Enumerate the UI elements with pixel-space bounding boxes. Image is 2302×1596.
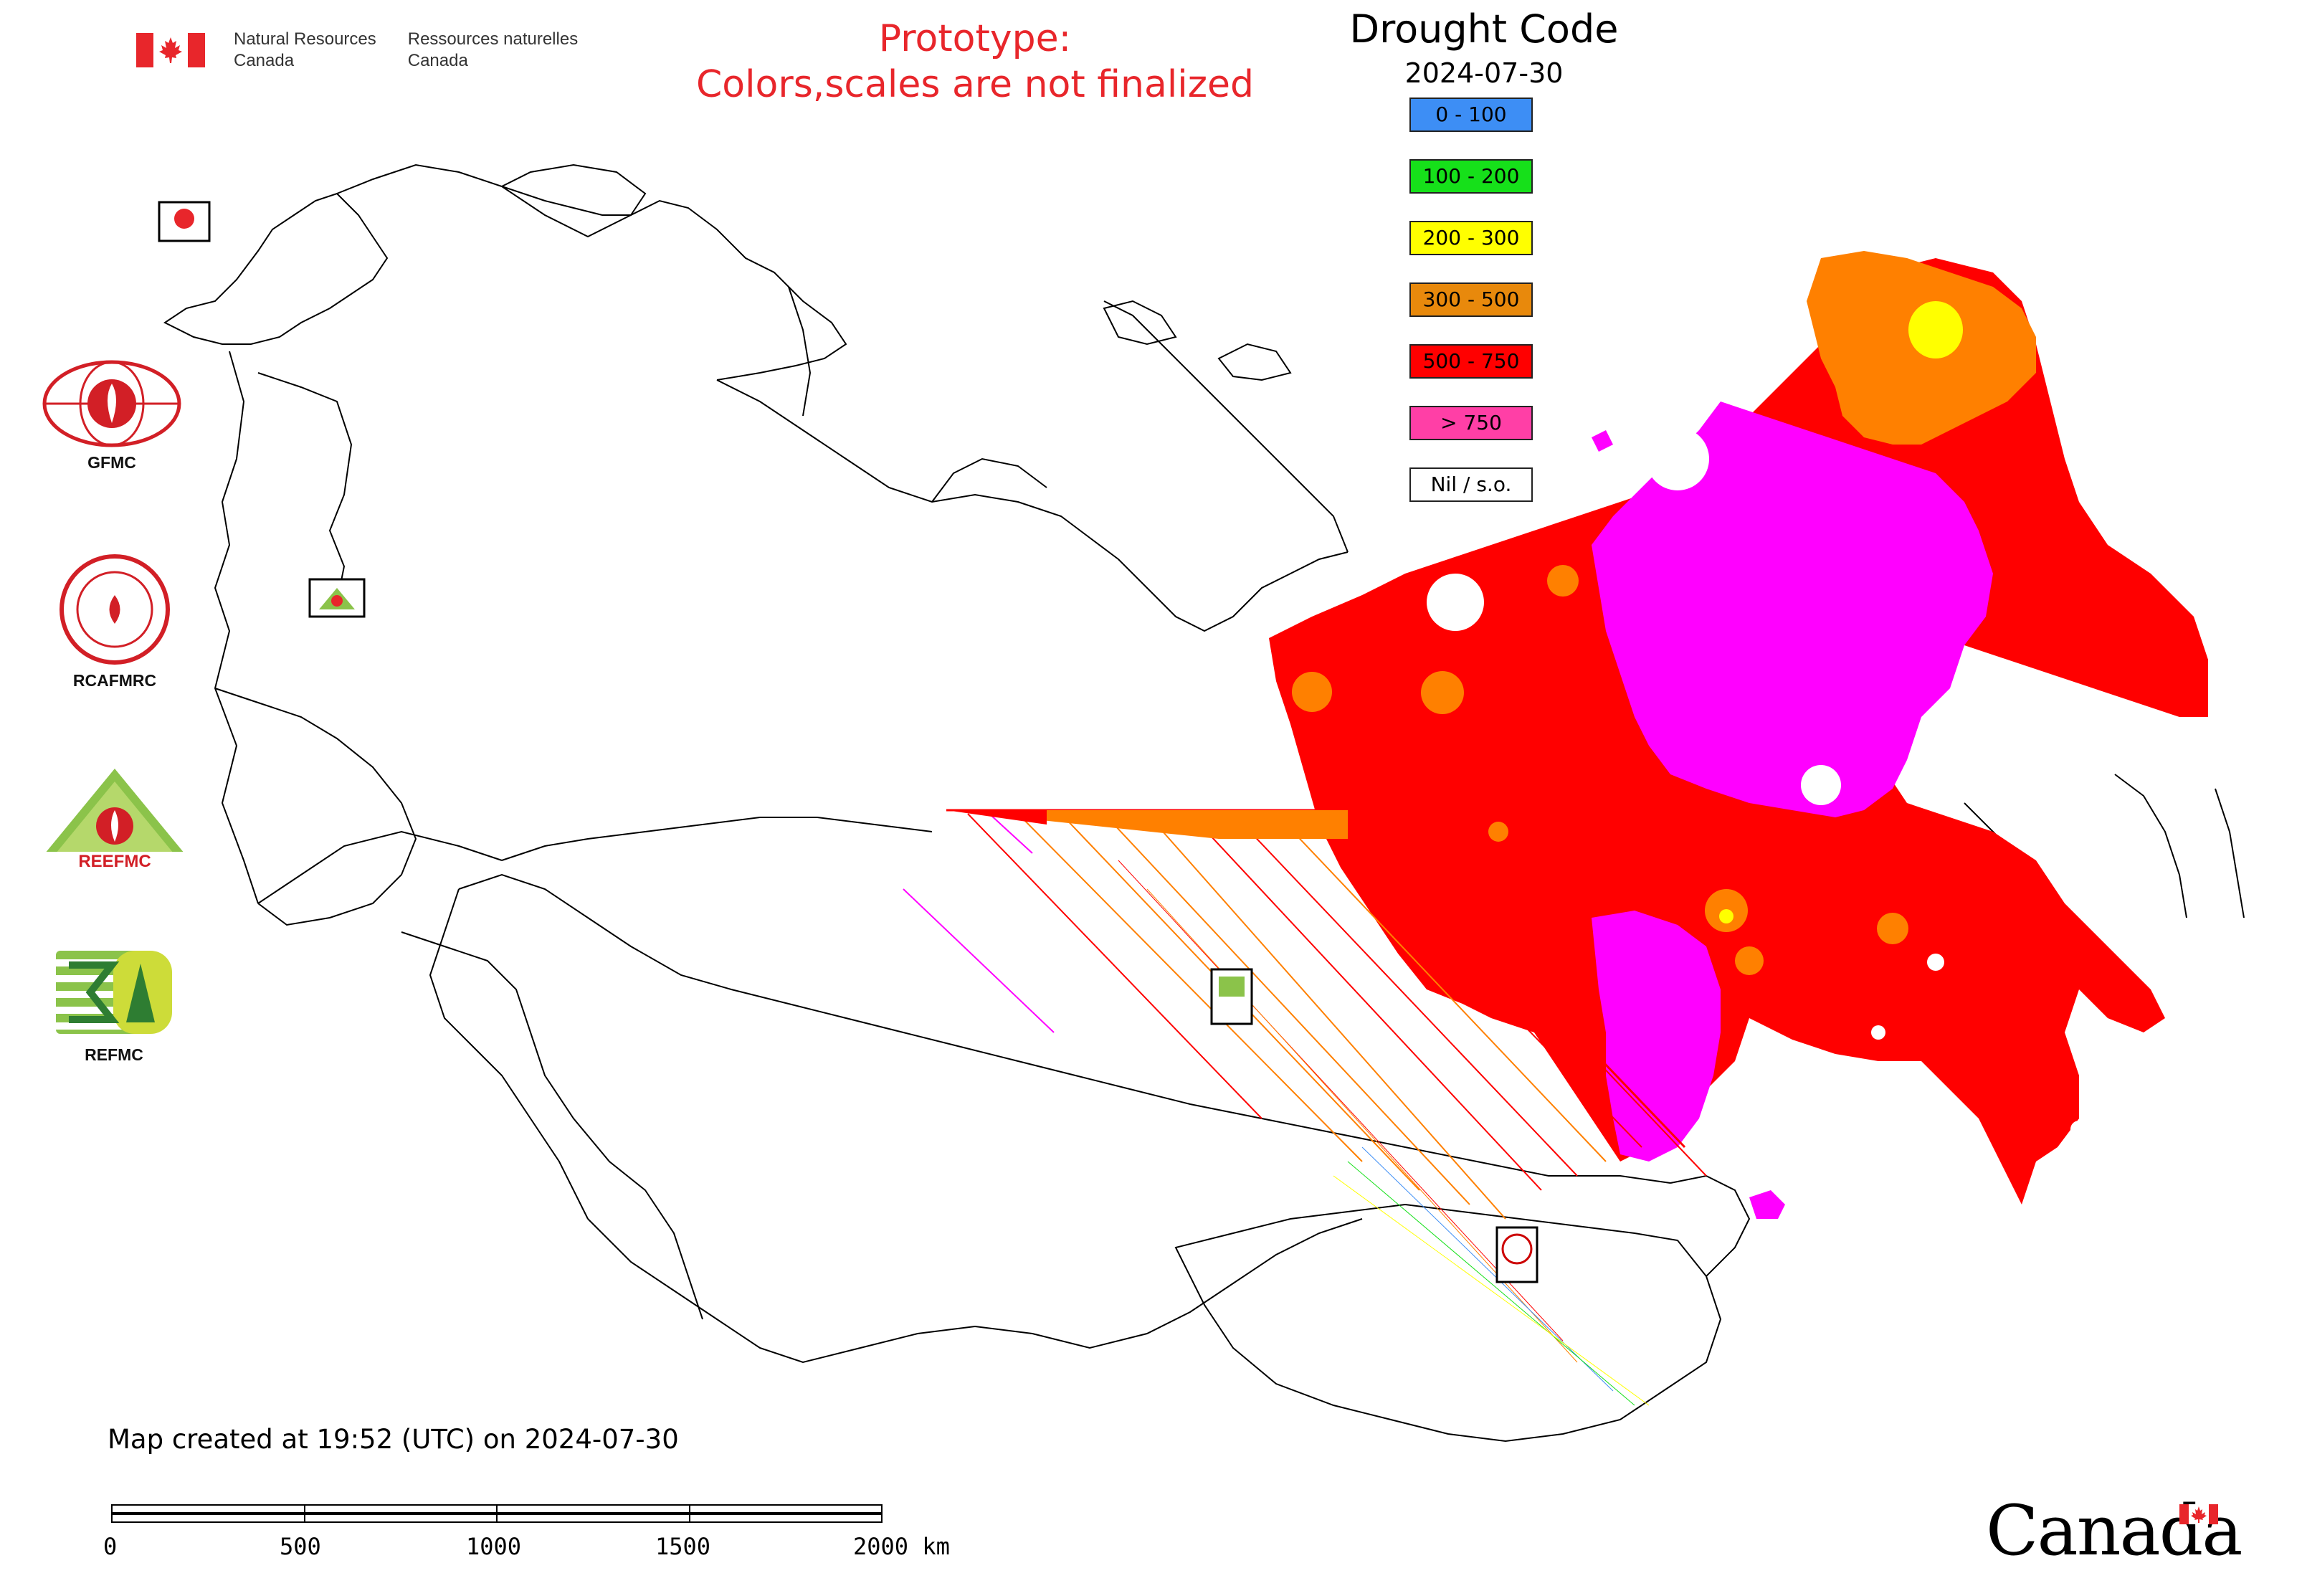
legend-item: > 750 bbox=[1409, 406, 1533, 440]
wordmark-flag-icon bbox=[2179, 1504, 2218, 1524]
department-name-fr: Ressources naturelles Canada bbox=[407, 29, 579, 70]
reefmc-emblem-icon: REEFMC bbox=[39, 769, 191, 871]
rcafmrc-emblem-icon bbox=[60, 554, 170, 665]
canada-wordmark: Canada bbox=[1986, 1491, 2242, 1571]
legend-item: 500 - 750 bbox=[1409, 344, 1533, 379]
legend-item: 0 - 100 bbox=[1409, 98, 1533, 132]
refmc-label: REFMC bbox=[85, 1045, 143, 1064]
artifact-streaks bbox=[903, 809, 1707, 1406]
scale-label-0: 0 bbox=[103, 1533, 118, 1560]
legend-item: 100 - 200 bbox=[1409, 159, 1533, 194]
prototype-notice: Prototype: Colors,scales are not finaliz… bbox=[695, 17, 1255, 106]
drought-fill bbox=[1269, 251, 2208, 1219]
legend-item: Nil / s.o. bbox=[1409, 467, 1533, 502]
gfmc-logo: GFMC bbox=[40, 358, 184, 472]
goc-signature: Natural Resources Canada Ressources natu… bbox=[136, 29, 578, 72]
rcafmrc-logo: RCAFMRC bbox=[50, 552, 179, 690]
canada-flag-icon bbox=[136, 33, 205, 67]
country-boundaries bbox=[163, 163, 2245, 1443]
scale-label-1000: 1000 bbox=[466, 1533, 522, 1560]
reefmc-logo: REEFMC bbox=[37, 764, 192, 876]
legend-item: 200 - 300 bbox=[1409, 221, 1533, 255]
department-name-en: Natural Resources Canada bbox=[234, 29, 376, 70]
legend-date: 2024-07-30 bbox=[1404, 57, 1564, 89]
scale-label-500: 500 bbox=[280, 1533, 321, 1560]
scale-bar bbox=[111, 1504, 883, 1524]
rcafmrc-label: RCAFMRC bbox=[72, 671, 157, 690]
refmc-emblem-icon bbox=[56, 951, 172, 1034]
gfmc-emblem-icon bbox=[42, 360, 181, 447]
gfmc-label: GFMC bbox=[87, 453, 136, 472]
map-creation-note: Map created at 19:52 (UTC) on 2024-07-30 bbox=[108, 1424, 679, 1455]
svg-text:REEFMC: REEFMC bbox=[78, 852, 151, 871]
legend-item: 300 - 500 bbox=[1409, 282, 1533, 317]
legend: 0 - 100 100 - 200 200 - 300 300 - 500 500 - … bbox=[1409, 98, 1533, 529]
scale-label-1500: 1500 bbox=[655, 1533, 711, 1560]
refmc-logo: REFMC bbox=[53, 944, 175, 1065]
legend-title: Drought Code bbox=[1349, 6, 1619, 52]
scale-label-2000: 2000 km bbox=[853, 1533, 950, 1560]
